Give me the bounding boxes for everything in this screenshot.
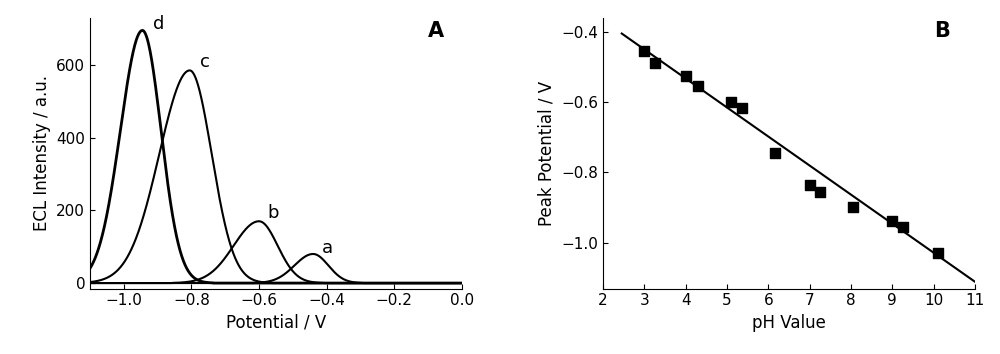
Point — [723, 99, 739, 105]
Point — [812, 189, 828, 195]
Point — [734, 105, 750, 111]
Text: c: c — [200, 53, 210, 71]
Point — [845, 204, 861, 210]
Point — [767, 150, 783, 156]
Y-axis label: Peak Potential / V: Peak Potential / V — [538, 81, 556, 225]
Text: b: b — [267, 204, 279, 222]
Text: d: d — [153, 15, 164, 33]
Text: a: a — [322, 239, 333, 257]
Point — [930, 250, 946, 256]
Point — [636, 48, 652, 54]
Point — [884, 218, 900, 224]
X-axis label: Potential / V: Potential / V — [226, 314, 326, 332]
Point — [678, 73, 694, 79]
Point — [647, 60, 663, 65]
X-axis label: pH Value: pH Value — [752, 314, 826, 332]
Text: B: B — [934, 21, 950, 41]
Point — [690, 84, 706, 89]
Y-axis label: ECL Intensity / a.u.: ECL Intensity / a.u. — [33, 75, 51, 231]
Point — [895, 224, 911, 230]
Point — [802, 182, 818, 188]
Text: A: A — [428, 21, 445, 41]
